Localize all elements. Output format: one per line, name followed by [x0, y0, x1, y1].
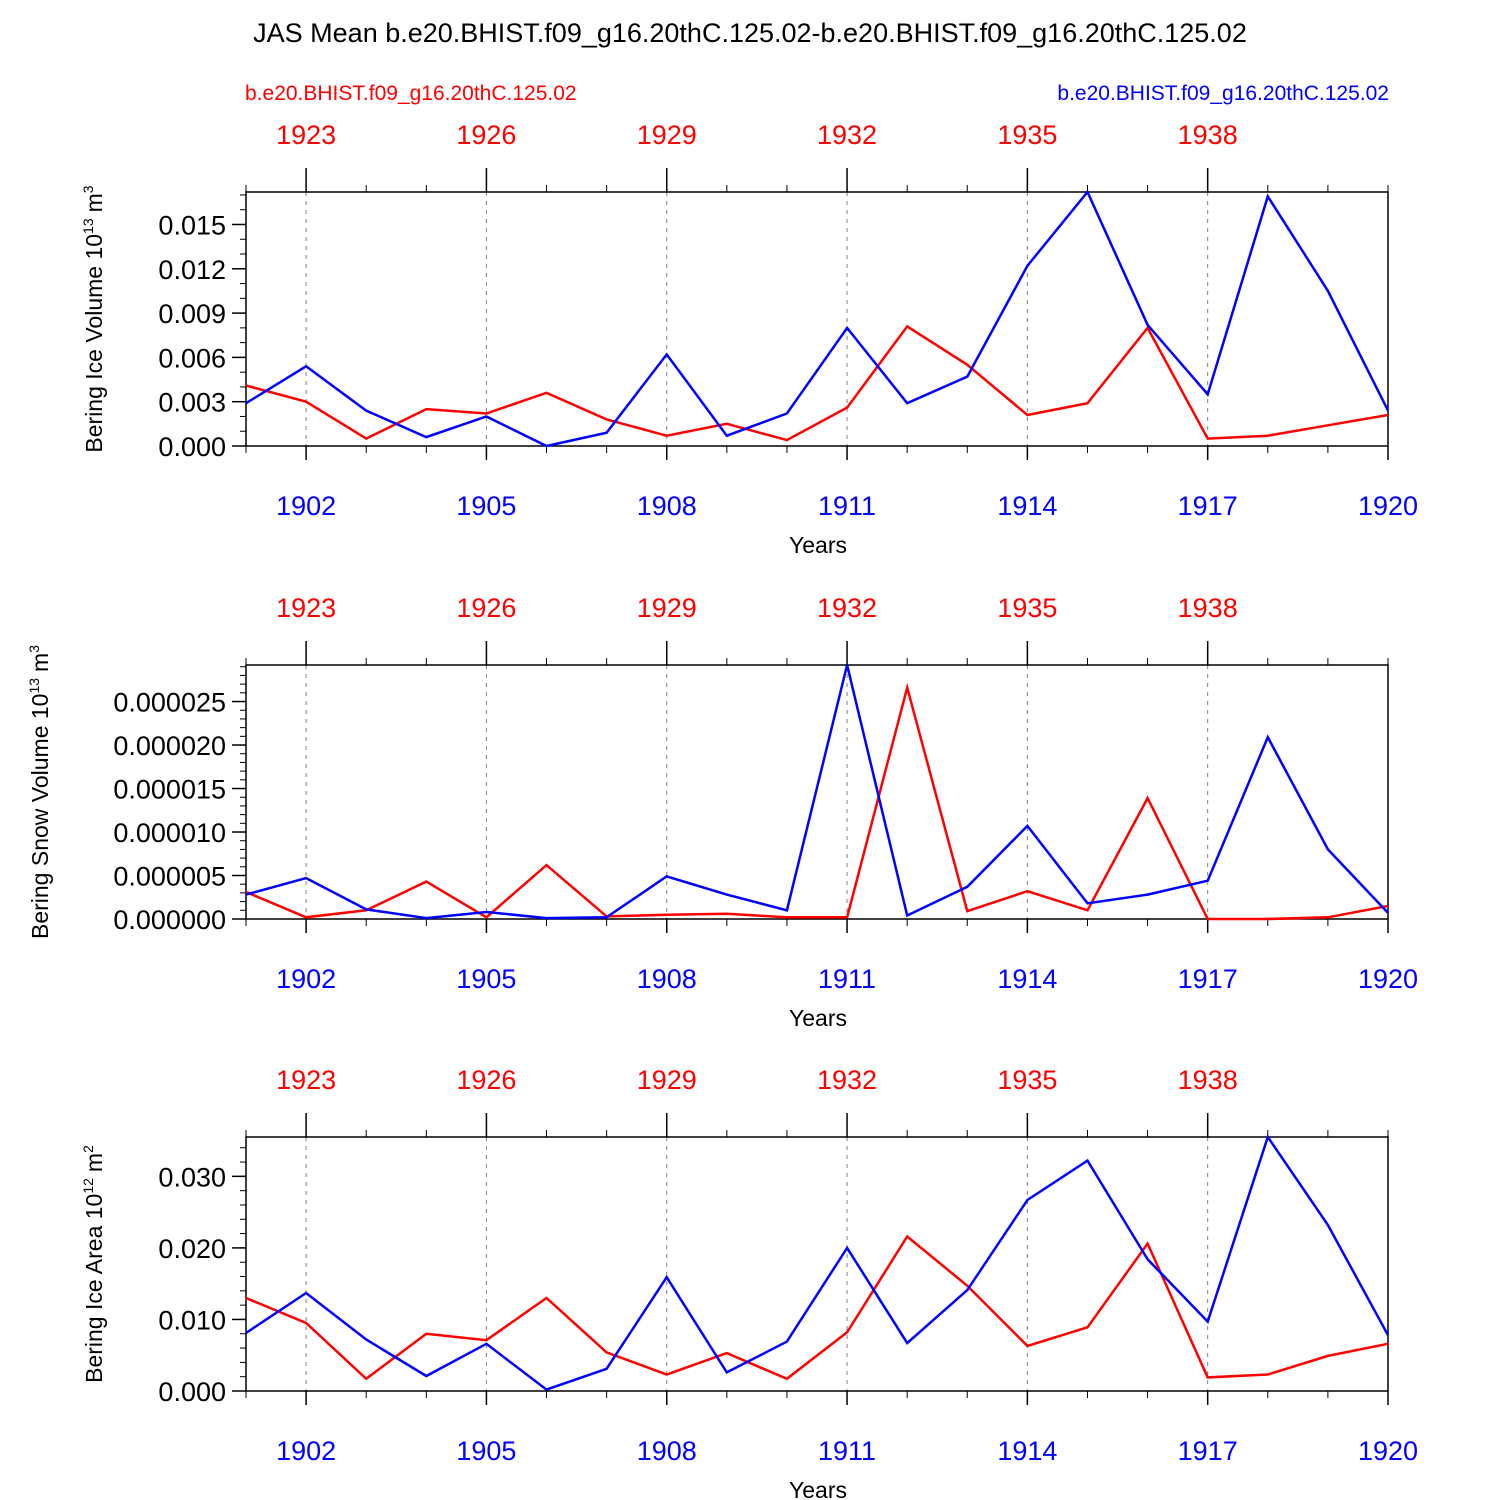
series-line-red	[245, 682, 1389, 921]
series-line-blue	[245, 1134, 1390, 1392]
chart-panel-2: 0.000000 0.000005 0.000010 0.000015 0.000020…	[26, 593, 1418, 1031]
series-line-blue	[245, 664, 1389, 920]
series-line-red	[245, 324, 1389, 442]
y-axis-label-text: Bering Snow Volume 10	[27, 694, 53, 940]
legend-red-label: b.e20.BHIST.f09_g16.20thC.125.02	[245, 82, 577, 105]
y-tick-label: 0.000000	[113, 905, 226, 935]
y-axis-label: Bering Snow Volume 1013 m3	[26, 645, 53, 939]
y-tick-label: 0.006	[158, 343, 226, 373]
x-top-tick-label: 1935	[997, 120, 1057, 150]
x-bottom-tick-label: 1917	[1178, 491, 1238, 521]
chart-panel-3: 0.000 0.010 0.020 0.030 1902 1905 1908 1911 1914…	[80, 1065, 1418, 1500]
x-bottom-tick-label: 1914	[997, 1436, 1057, 1466]
chart-title: JAS Mean b.e20.BHIST.f09_g16.20thC.125.0…	[253, 18, 1247, 48]
plot-frame	[245, 1136, 1389, 1392]
y-tick-label: 0.000010	[113, 818, 226, 848]
y-tick-label: 0.009	[158, 299, 226, 329]
y-axis-label-unit-exponent: 2	[80, 1145, 96, 1153]
x-bottom-tick-label: 1908	[637, 964, 697, 994]
x-top-tick-label: 1923	[276, 120, 336, 150]
x-bottom-tick-label: 1911	[818, 491, 876, 521]
y-axis-label-unit: m	[81, 193, 107, 212]
y-axis-label-text: Bering Ice Volume 10	[81, 234, 107, 453]
y-tick-label: 0.000020	[113, 731, 226, 761]
x-top-tick-label: 1929	[637, 1065, 697, 1095]
x-bottom-tick-label: 1917	[1178, 1436, 1238, 1466]
x-top-tick-label: 1932	[817, 120, 877, 150]
series-line-blue	[245, 189, 1390, 448]
x-bottom-tick-label: 1914	[997, 491, 1057, 521]
y-tick-label: 0.015	[158, 210, 226, 240]
x-top-tick-label: 1932	[817, 1065, 877, 1095]
y-tick-label: 0.000	[158, 432, 226, 462]
x-bottom-tick-label: 1920	[1358, 491, 1418, 521]
x-bottom-tick-label: 1908	[637, 1436, 697, 1466]
plot-frame	[245, 664, 1389, 920]
y-axis-label-unit: m	[27, 653, 53, 672]
y-axis-label-exponent: 13	[80, 218, 96, 234]
x-bottom-tick-label: 1920	[1358, 964, 1418, 994]
x-axis-label: Years	[789, 1477, 847, 1500]
x-top-tick-label: 1935	[997, 1065, 1057, 1095]
y-axis-label: Bering Ice Volume 1013 m3	[80, 185, 107, 452]
x-top-tick-label: 1926	[456, 120, 516, 150]
x-top-tick-label: 1923	[276, 1065, 336, 1095]
y-tick-label: 0.030	[158, 1162, 226, 1192]
x-bottom-tick-label: 1911	[818, 1436, 876, 1466]
x-top-tick-label: 1929	[637, 593, 697, 623]
x-top-tick-label: 1935	[997, 593, 1057, 623]
x-bottom-tick-label: 1917	[1178, 964, 1238, 994]
x-bottom-tick-label: 1905	[456, 1436, 516, 1466]
x-bottom-tick-label: 1911	[818, 964, 876, 994]
x-top-tick-label: 1926	[456, 1065, 516, 1095]
y-axis-label-exponent: 13	[26, 678, 42, 694]
x-bottom-tick-label: 1902	[276, 1436, 336, 1466]
y-tick-label: 0.012	[158, 255, 226, 285]
y-axis-label-unit-exponent: 3	[80, 185, 96, 193]
y-axis-label-unit-exponent: 3	[26, 645, 42, 653]
y-tick-label: 0.010	[158, 1305, 226, 1335]
x-bottom-tick-label: 1905	[456, 491, 516, 521]
x-bottom-tick-label: 1914	[997, 964, 1057, 994]
y-tick-label: 0.000	[158, 1377, 226, 1407]
y-tick-label: 0.000005	[113, 862, 226, 892]
x-top-tick-label: 1932	[817, 593, 877, 623]
y-tick-label: 0.020	[158, 1234, 226, 1264]
x-bottom-tick-label: 1908	[637, 491, 697, 521]
y-tick-label: 0.003	[158, 388, 226, 418]
y-axis-label-exponent: 12	[80, 1178, 96, 1194]
x-top-tick-label: 1938	[1178, 1065, 1238, 1095]
y-axis-label: Bering Ice Area 1012 m2	[80, 1145, 107, 1383]
x-top-tick-label: 1926	[456, 593, 516, 623]
y-axis-label-text: Bering Ice Area 10	[81, 1194, 107, 1383]
x-top-tick-label: 1923	[276, 593, 336, 623]
x-bottom-tick-label: 1905	[456, 964, 516, 994]
chart-panel-1: 0.000 0.003 0.006 0.009 0.012 0.015 1902 1905 19…	[80, 120, 1418, 558]
x-top-tick-label: 1929	[637, 120, 697, 150]
x-top-tick-label: 1938	[1178, 120, 1238, 150]
x-axis-label: Years	[789, 532, 847, 558]
y-tick-label: 0.000025	[113, 688, 226, 718]
series-line-red	[245, 1234, 1389, 1381]
legend-blue-label: b.e20.BHIST.f09_g16.20thC.125.02	[1057, 82, 1389, 105]
y-axis-label-unit: m	[81, 1153, 107, 1172]
y-tick-label: 0.000015	[113, 775, 226, 805]
x-bottom-tick-label: 1902	[276, 491, 336, 521]
x-top-tick-label: 1938	[1178, 593, 1238, 623]
plot-frame	[245, 191, 1389, 447]
x-bottom-tick-label: 1902	[276, 964, 336, 994]
x-bottom-tick-label: 1920	[1358, 1436, 1418, 1466]
x-axis-label: Years	[789, 1005, 847, 1031]
